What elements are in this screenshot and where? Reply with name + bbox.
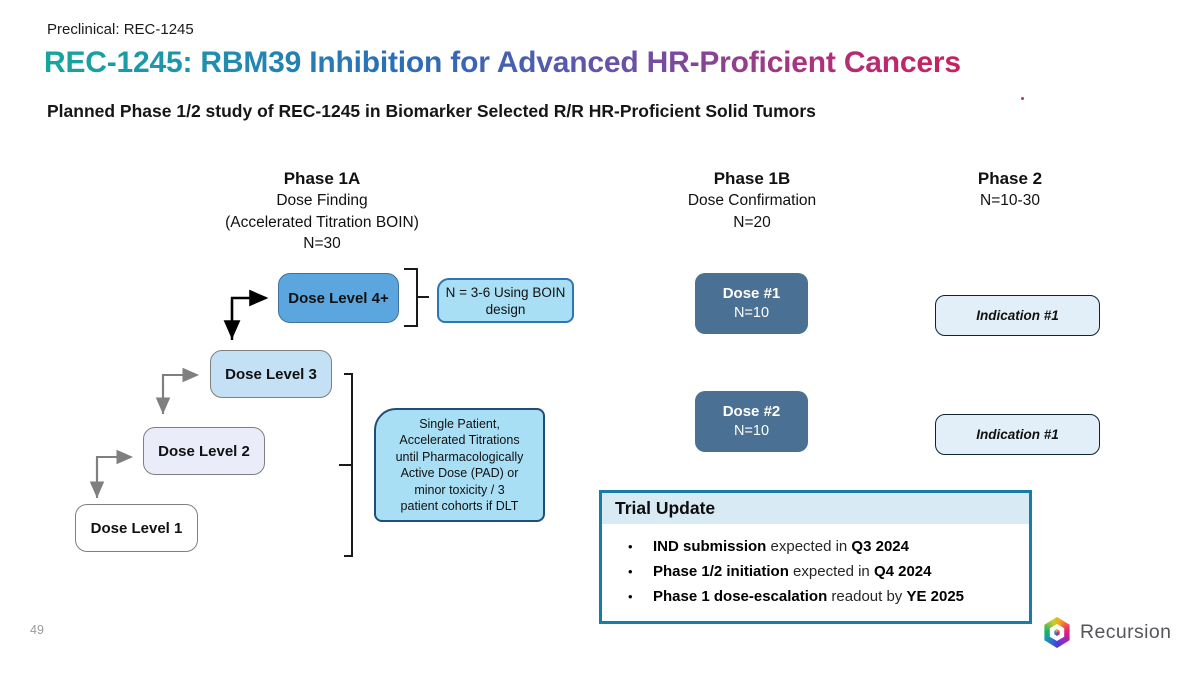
phase-1b-line: Dose Confirmation — [687, 192, 817, 209]
bullet-icon: • — [628, 564, 633, 579]
trial-update-bullet: • Phase 1 dose-escalation readout by YE … — [628, 584, 1019, 609]
dose-level-3-box: Dose Level 3 — [210, 350, 332, 398]
phase-1a-line: N=30 — [303, 235, 341, 252]
trial-update-panel: Trial Update • IND submission expected i… — [599, 490, 1032, 624]
recursion-logo: Recursion — [1043, 617, 1171, 648]
trial-update-bullets: • IND submission expected in Q3 2024 • P… — [602, 524, 1029, 609]
phase-2-title: Phase 2 — [977, 169, 1043, 188]
single-patient-line: until Pharmacologically — [395, 449, 524, 464]
single-patient-line: Single Patient, — [419, 416, 500, 431]
trial-update-bullet: • Phase 1/2 initiation expected in Q4 20… — [628, 559, 1019, 584]
phase-1b-line: N=20 — [733, 213, 771, 231]
indication-1-box: Indication #1 — [935, 295, 1100, 336]
recursion-wordmark: Recursion — [1080, 621, 1172, 643]
dose-2-box: Dose #2 N=10 — [695, 391, 808, 452]
phase-1a-title: Phase 1A — [283, 169, 361, 188]
phase-1b-header: Phase 1B Dose Confirmation N=20 — [602, 168, 902, 233]
dose-level-2-box: Dose Level 2 — [143, 427, 265, 475]
bullet-icon: • — [628, 539, 633, 554]
escalation-arrow-dl1-dl2 — [89, 449, 134, 499]
slide-title: REC-1245: RBM39 Inhibition for Advanced … — [44, 46, 961, 79]
escalation-arrow-dl2-dl3 — [155, 367, 200, 415]
dose-1-title: Dose #1 — [722, 285, 781, 302]
indication-2-box: Indication #1 — [935, 414, 1100, 455]
phase-2-line: N=10-30 — [980, 192, 1040, 209]
dose-2-n: N=10 — [733, 423, 770, 439]
single-patient-line: Accelerated Titrations — [399, 433, 520, 447]
dose-1-box: Dose #1 N=10 — [695, 273, 808, 334]
escalation-arrow-dl3-dl4 — [223, 289, 269, 340]
trial-update-bullet: • IND submission expected in Q3 2024 — [628, 534, 1019, 559]
bracket-dose-levels-1-3 — [339, 373, 353, 557]
phase-2-header: Phase 2 N=10-30 — [895, 168, 1125, 212]
dose-level-1-box: Dose Level 1 — [75, 504, 198, 552]
single-patient-line: patient cohorts if DLT — [400, 499, 519, 513]
phase-1b-title: Phase 1B — [713, 169, 791, 188]
slide-subtitle: Planned Phase 1/2 study of REC-1245 in B… — [47, 101, 816, 121]
eyebrow-label: Preclinical: REC-1245 — [47, 21, 194, 38]
stray-red-dot — [1021, 97, 1024, 100]
boin-note-line: design — [485, 301, 526, 317]
phase-1a-header: Phase 1A Dose Finding (Accelerated Titra… — [152, 168, 492, 255]
page-number: 49 — [30, 623, 44, 637]
recursion-hexagon-icon — [1044, 617, 1070, 648]
boin-note-line: N = 3-6 Using BOIN — [445, 284, 566, 300]
phase-1a-line: Dose Finding — [276, 192, 368, 209]
boin-design-note: N = 3-6 Using BOIN design — [437, 278, 574, 323]
single-patient-line: Active Dose (PAD) or — [400, 466, 519, 480]
trial-update-title: Trial Update — [602, 493, 1029, 524]
phase-1a-line: (Accelerated Titration BOIN) — [225, 213, 419, 231]
dose-level-4-box: Dose Level 4+ — [278, 273, 399, 323]
dose-1-n: N=10 — [733, 305, 770, 321]
bullet-icon: • — [628, 589, 633, 604]
single-patient-line: minor toxicity / 3 — [414, 482, 505, 497]
dose-2-title: Dose #2 — [722, 403, 781, 420]
bracket-dose-level-4 — [404, 268, 429, 327]
single-patient-note: Single Patient, Accelerated Titrations u… — [374, 408, 545, 522]
